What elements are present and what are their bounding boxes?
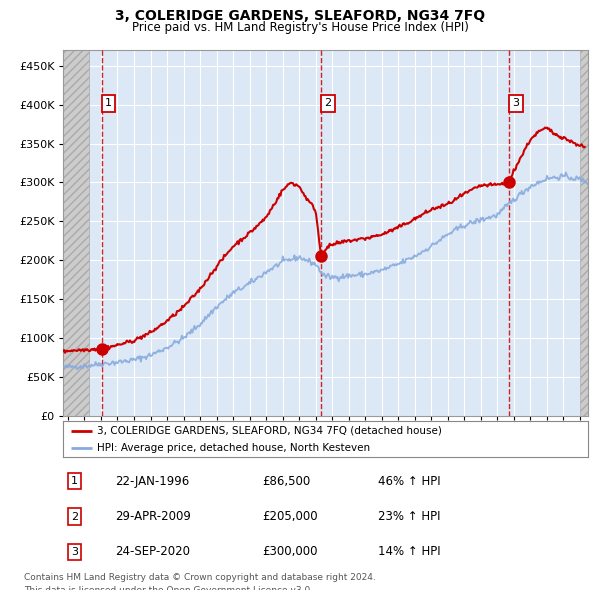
Text: 24-SEP-2020: 24-SEP-2020	[115, 545, 191, 558]
Text: This data is licensed under the Open Government Licence v3.0.: This data is licensed under the Open Gov…	[24, 586, 313, 590]
Text: 3, COLERIDGE GARDENS, SLEAFORD, NG34 7FQ (detached house): 3, COLERIDGE GARDENS, SLEAFORD, NG34 7FQ…	[97, 425, 442, 435]
Text: 3: 3	[71, 547, 78, 557]
Text: £86,500: £86,500	[263, 475, 311, 488]
Text: 46% ↑ HPI: 46% ↑ HPI	[378, 475, 440, 488]
Text: 2: 2	[324, 98, 331, 108]
Bar	[580, 50, 588, 416]
Text: Contains HM Land Registry data © Crown copyright and database right 2024.: Contains HM Land Registry data © Crown c…	[24, 573, 376, 582]
Text: 14% ↑ HPI: 14% ↑ HPI	[378, 545, 440, 558]
Text: 3, COLERIDGE GARDENS, SLEAFORD, NG34 7FQ: 3, COLERIDGE GARDENS, SLEAFORD, NG34 7FQ	[115, 9, 485, 23]
Bar	[63, 50, 89, 416]
Text: 23% ↑ HPI: 23% ↑ HPI	[378, 510, 440, 523]
Text: 2: 2	[71, 512, 78, 522]
Text: Price paid vs. HM Land Registry's House Price Index (HPI): Price paid vs. HM Land Registry's House …	[131, 21, 469, 34]
Text: 1: 1	[71, 476, 78, 486]
Text: £300,000: £300,000	[263, 545, 318, 558]
Text: HPI: Average price, detached house, North Kesteven: HPI: Average price, detached house, Nort…	[97, 443, 370, 453]
Text: 3: 3	[512, 98, 520, 108]
Text: £205,000: £205,000	[263, 510, 318, 523]
Text: 22-JAN-1996: 22-JAN-1996	[115, 475, 190, 488]
Text: 29-APR-2009: 29-APR-2009	[115, 510, 191, 523]
Text: 1: 1	[105, 98, 112, 108]
